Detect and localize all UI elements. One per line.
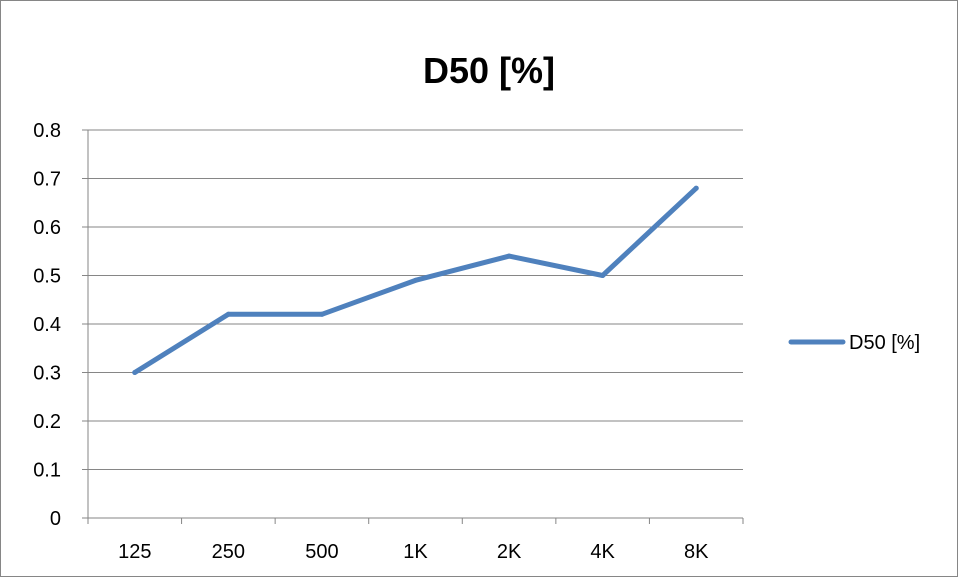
data-point: [132, 370, 138, 375]
x-tick-label: 500: [305, 541, 338, 563]
y-tick-label: 0.2: [33, 411, 61, 433]
x-tick-label: 250: [212, 541, 245, 563]
x-tick-label: 125: [118, 541, 151, 563]
data-point: [413, 277, 418, 283]
x-axis-tick-labels: 125 250 500 1K 2K 4K 8K: [118, 541, 709, 563]
data-point: [506, 253, 512, 259]
y-tick-label: 0.1: [33, 460, 61, 482]
y-tick-label: 0.8: [33, 120, 61, 142]
data-point: [319, 311, 325, 317]
legend-label: D50 [%]: [849, 332, 920, 354]
y-axis-tick-labels: 0 0.1 0.2 0.3 0.4 0.5 0.6 0.7 0.8: [33, 120, 61, 530]
y-tick-label: 0.3: [33, 363, 61, 385]
chart-title: D50 [%]: [423, 50, 555, 91]
y-tick-label: 0.4: [33, 314, 61, 336]
y-tick-label: 0.5: [33, 266, 61, 288]
data-point: [693, 185, 699, 191]
x-tick-label: 8K: [684, 541, 709, 563]
axes: [82, 129, 744, 524]
y-tick-label: 0.6: [33, 217, 61, 239]
gridlines: [88, 129, 743, 470]
y-tick-label: 0.7: [33, 169, 61, 191]
x-tick-label: 1K: [403, 541, 428, 563]
data-point: [225, 311, 231, 317]
x-tick-label: 2K: [497, 541, 522, 563]
x-tick-label: 4K: [590, 541, 615, 563]
legend: D50 [%]: [788, 332, 920, 354]
y-tick-label: 0: [50, 508, 61, 530]
data-point: [600, 273, 606, 278]
series-lines: [132, 185, 699, 375]
